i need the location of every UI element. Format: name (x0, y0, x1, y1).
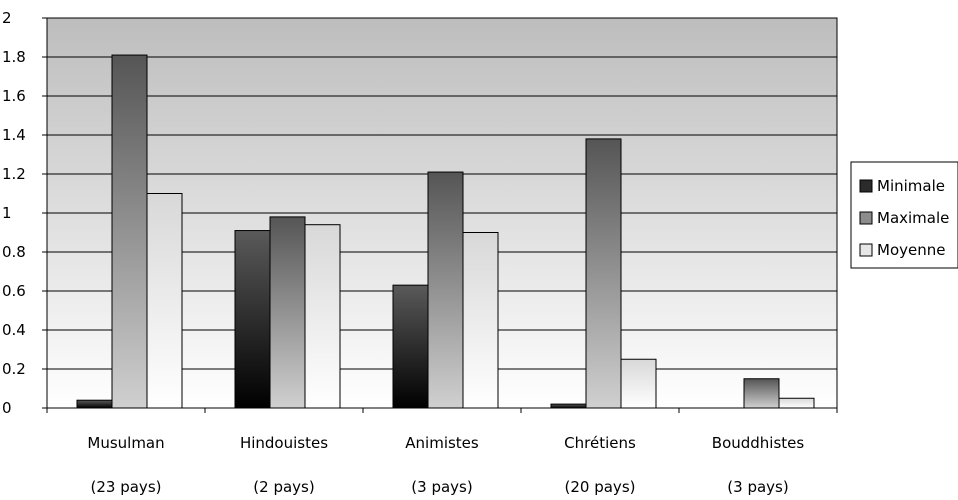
x-category-count: (3 pays) (411, 478, 472, 496)
legend: Minimale Maximale Moyenne (850, 161, 958, 269)
bar-maximale-3 (585, 138, 622, 409)
bar-moyenne-3 (620, 358, 657, 409)
x-category-label: Animistes (405, 434, 479, 452)
x-category-count: (20 pays) (565, 478, 636, 496)
x-category-label: Musulman (87, 434, 164, 452)
bars (76, 54, 815, 409)
bar-maximale-0 (111, 54, 148, 409)
y-tick-label: 0.6 (2, 282, 26, 300)
y-tick-label: 1.2 (2, 165, 26, 183)
y-tick-label: 1.4 (2, 126, 26, 144)
legend-swatch-minimale (859, 179, 873, 193)
legend-label-maximale: Maximale (877, 209, 949, 227)
x-category-label: Hindouistes (240, 434, 328, 452)
bar-maximale-2 (427, 171, 464, 409)
y-tick-label: 1.6 (2, 87, 26, 105)
bar-minimale-3 (550, 403, 587, 409)
x-category-count: (23 pays) (91, 478, 162, 496)
x-category-label: Chrétiens (564, 434, 636, 452)
y-tick-label: 0 (2, 399, 12, 417)
bar-moyenne-2 (462, 232, 499, 409)
legend-swatch-moyenne (859, 243, 873, 257)
bar-minimale-2 (392, 284, 429, 409)
y-tick-label: 1.8 (2, 48, 26, 66)
y-tick-label: 0.8 (2, 243, 26, 261)
bar-moyenne-1 (304, 224, 341, 409)
x-axis: Musulman (23 pays) Hindouistes (2 pays) Anim… (46, 408, 838, 496)
y-tick-label: 0.4 (2, 321, 26, 339)
x-category-label: Bouddhistes (712, 434, 805, 452)
legend-label-moyenne: Moyenne (877, 241, 945, 259)
x-category-count: (2 pays) (253, 478, 314, 496)
bar-maximale-4 (743, 378, 780, 409)
bar-moyenne-4 (778, 397, 815, 409)
bar-moyenne-0 (146, 193, 183, 409)
y-tick-label: 0.2 (2, 360, 26, 378)
bar-maximale-1 (269, 216, 306, 409)
bar-minimale-1 (234, 230, 271, 409)
legend-label-minimale: Minimale (877, 177, 945, 195)
x-category-count: (3 pays) (727, 478, 788, 496)
y-axis: 0 0.2 0.4 0.6 0.8 1 1.2 1.4 1.6 1.8 2 (2, 9, 47, 417)
y-tick-label: 2 (2, 9, 12, 27)
y-tick-label: 1 (2, 204, 12, 222)
bar-minimale-0 (76, 399, 113, 409)
legend-swatch-maximale (859, 211, 873, 225)
